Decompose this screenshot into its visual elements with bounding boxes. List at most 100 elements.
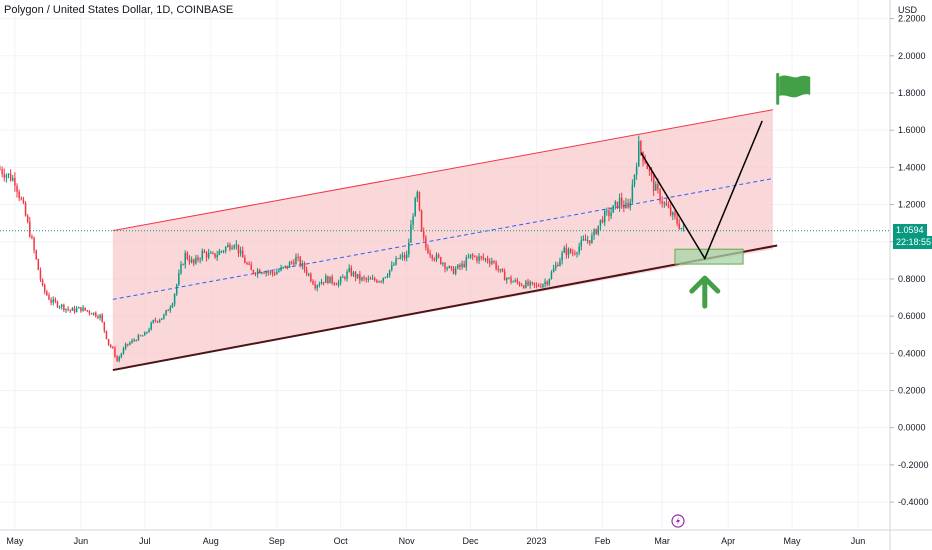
candle-body <box>86 310 89 312</box>
lightning-icon[interactable] <box>671 514 685 528</box>
candle-body <box>1 169 3 175</box>
candle-body <box>625 203 627 209</box>
candle-body <box>559 260 561 267</box>
candle-body <box>137 335 140 341</box>
candle-body <box>376 280 378 283</box>
candle-body <box>52 299 54 303</box>
candle-body <box>327 276 329 284</box>
candle-body <box>644 160 646 164</box>
channel-fill <box>112 109 773 371</box>
candle-body <box>54 299 57 302</box>
candle-body <box>212 252 214 254</box>
x-tick-label: Dec <box>463 536 480 546</box>
candle-body <box>82 307 84 312</box>
candle-body <box>499 268 502 270</box>
candle-body <box>305 269 308 275</box>
candle-body <box>544 281 546 285</box>
candle-body <box>638 141 640 167</box>
candle-body <box>450 266 453 268</box>
candle-body <box>348 267 350 272</box>
candle-body <box>69 309 72 311</box>
drawings[interactable] <box>640 72 811 309</box>
x-tick-label: Nov <box>399 536 416 546</box>
candle-body <box>488 261 491 264</box>
candle-body <box>680 227 683 229</box>
candle-body <box>148 329 150 333</box>
candle-body <box>659 189 661 202</box>
candle-body <box>505 278 508 281</box>
candle-body <box>565 247 568 256</box>
candle-body <box>43 285 46 292</box>
candle-body <box>501 268 504 272</box>
candle-body <box>99 314 101 318</box>
candle-body <box>214 253 216 258</box>
candle-body <box>131 340 133 343</box>
candle-body <box>239 250 242 254</box>
y-tick-label: 0.8000 <box>898 274 926 284</box>
candle-body <box>259 270 261 274</box>
candle-body <box>567 249 570 256</box>
candle-body <box>471 254 474 257</box>
candle-body <box>112 347 114 349</box>
candle-body <box>586 240 589 242</box>
candle-body <box>342 276 344 278</box>
candle-body <box>92 312 95 315</box>
candle-body <box>9 173 12 181</box>
candle-body <box>152 319 155 323</box>
candle-body <box>229 244 231 250</box>
candle-body <box>267 271 270 273</box>
candle-body <box>312 281 314 285</box>
candle-body <box>186 252 189 260</box>
candle-body <box>401 255 404 257</box>
y-tick-label: 0.2000 <box>898 386 926 396</box>
candle-body <box>293 262 295 265</box>
candle-body <box>444 263 446 269</box>
candle-body <box>627 203 629 208</box>
candle-body <box>158 319 161 322</box>
candle-body <box>307 274 310 276</box>
candle-body <box>457 264 459 269</box>
candle-body <box>416 191 419 199</box>
candle-body <box>67 308 69 310</box>
candle-body <box>589 240 591 243</box>
candle-body <box>265 271 267 274</box>
candle-body <box>248 263 250 265</box>
candle-body <box>276 271 278 275</box>
candle-body <box>608 210 610 217</box>
y-tick-label: 2.2000 <box>898 14 926 24</box>
candle-body <box>648 169 651 171</box>
candle-body <box>676 216 678 224</box>
candle-body <box>448 266 451 269</box>
candle-body <box>244 257 246 264</box>
candle-body <box>371 278 374 280</box>
candle-body <box>203 250 206 253</box>
candle-body <box>118 357 120 361</box>
candle-body <box>56 301 59 307</box>
candle-body <box>165 310 167 315</box>
candle-body <box>135 340 138 342</box>
flag-cloth <box>779 75 811 98</box>
time-axis[interactable]: May Jun Jul Aug Sep Oct Nov Dec 2023 Feb Mar Apr May… <box>6 536 865 546</box>
bar-countdown: 22:18:55 <box>893 236 932 249</box>
candle-body <box>478 256 480 261</box>
candle-body <box>414 198 416 217</box>
candle-body <box>537 285 540 287</box>
candle-body <box>514 280 517 282</box>
candle-body <box>459 264 461 267</box>
candle-body <box>646 163 649 170</box>
candle-body <box>120 353 123 358</box>
candle-body <box>252 270 255 274</box>
candle-body <box>280 267 282 271</box>
candle-body <box>210 252 212 254</box>
x-tick-label: Mar <box>654 536 670 546</box>
candle-body <box>339 277 342 283</box>
parallel-channel[interactable] <box>0 109 890 372</box>
candle-body <box>322 281 325 283</box>
candle-body <box>39 270 42 280</box>
candle-body <box>329 276 331 284</box>
candle-body <box>503 271 506 281</box>
price-axis[interactable]: 2.20002.00001.80001.60001.40001.20001.00… <box>890 14 929 508</box>
candle-body <box>422 231 425 238</box>
candle-body <box>41 279 44 286</box>
